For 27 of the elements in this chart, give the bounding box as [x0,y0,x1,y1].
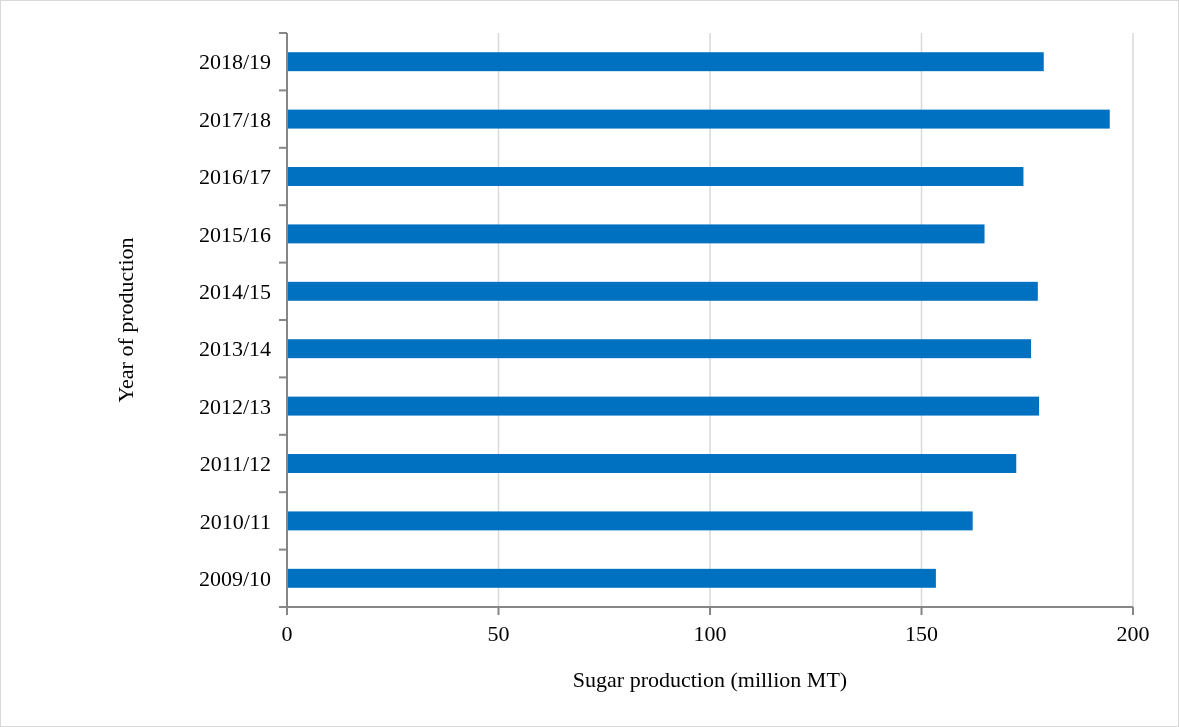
x-tick-label: 50 [487,621,510,646]
bar [287,339,1032,359]
x-tick-label: 100 [693,621,727,646]
bar [287,52,1044,72]
x-tick-label: 200 [1116,621,1150,646]
y-tick-label: 2017/18 [198,106,271,132]
y-tick-label: 2009/10 [198,566,271,591]
bar [287,568,936,588]
bar [287,281,1038,301]
y-tick-label: 2015/16 [198,221,271,247]
bar [287,511,973,531]
bar [287,109,1110,129]
y-tick-label: 2018/19 [198,49,271,75]
y-tick-label: 2010/11 [199,508,271,534]
y-tick-label: 2013/14 [198,336,271,362]
x-tick-label: 150 [905,621,938,646]
y-axis-title: Year of production [113,237,138,403]
y-tick-label: 2014/15 [198,279,271,304]
y-tick-label: 2011/12 [199,451,271,477]
x-tick-label: 0 [281,621,293,646]
y-tick-label: 2012/13 [198,393,271,419]
x-axis-title: Sugar production (million MT) [572,667,848,692]
bar [287,396,1040,416]
bar [287,167,1024,186]
bar [287,454,1017,473]
y-tick-label: 2016/17 [198,164,271,190]
bar [287,224,985,244]
